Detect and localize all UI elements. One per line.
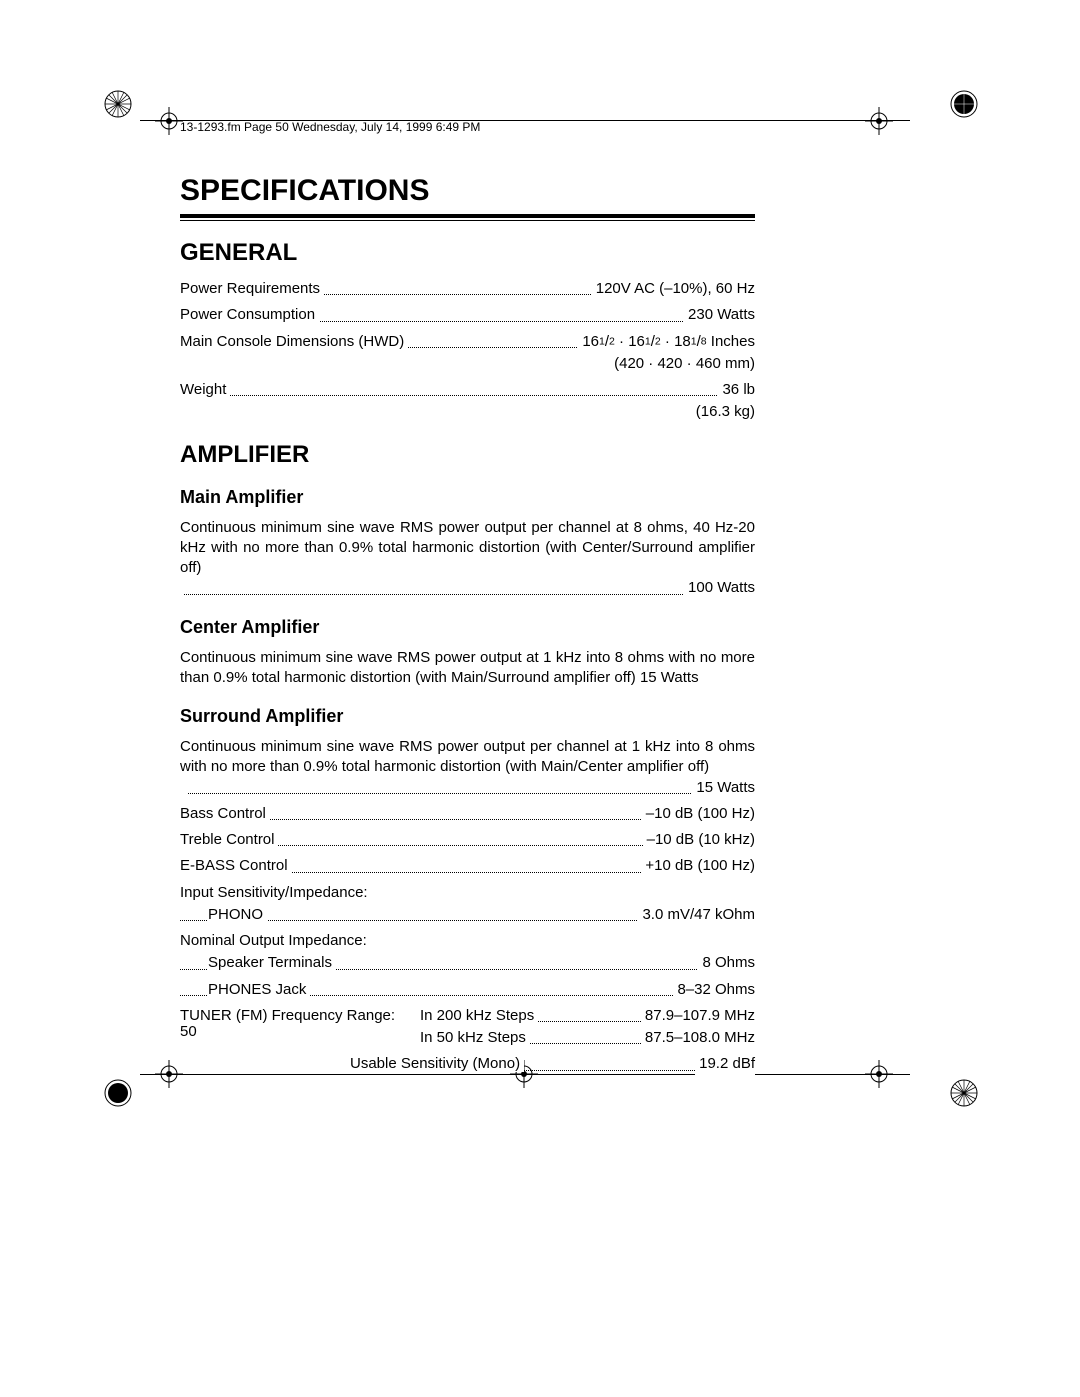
main-amp-text: Continuous minimum sine wave RMS power o… bbox=[180, 518, 755, 579]
section-general: GENERAL bbox=[180, 239, 755, 267]
input-sens-header: Input Sensitivity/Impedance: bbox=[180, 883, 755, 903]
spec-dimensions: Main Console Dimensions (HWD) 161/2 · 16… bbox=[180, 332, 755, 352]
spec-bass: Bass Control –10 dB (100 Hz) bbox=[180, 804, 755, 824]
reg-target-icon bbox=[155, 107, 183, 135]
spec-tuner-50: In 50 kHz Steps 87.5–108.0 MHz bbox=[420, 1028, 755, 1048]
subhead-center-amp: Center Amplifier bbox=[180, 617, 755, 638]
spec-weight-cont: (16.3 kg) bbox=[180, 402, 755, 422]
section-amplifier: AMPLIFIER bbox=[180, 441, 755, 469]
spec-treble: Treble Control –10 dB (10 kHz) bbox=[180, 830, 755, 850]
spec-power-cons: Power Consumption 230 Watts bbox=[180, 305, 755, 325]
subhead-surround-amp: Surround Amplifier bbox=[180, 706, 755, 727]
crop-mark-bl bbox=[100, 1075, 142, 1117]
spec-speaker-term: Speaker Terminals 8 Ohms bbox=[180, 953, 755, 973]
spec-phones-jack: PHONES Jack 8–32 Ohms bbox=[180, 980, 755, 1000]
crop-mark-tr bbox=[940, 80, 982, 122]
surround-amp-text: Continuous minimum sine wave RMS power o… bbox=[180, 737, 755, 778]
output-imp-header: Nominal Output Impedance: bbox=[180, 931, 755, 951]
spec-usable-sens: Usable Sensitivity (Mono) 19.2 dBf bbox=[350, 1054, 755, 1074]
page-number: 50 bbox=[180, 1023, 197, 1040]
spec-ebass: E-BASS Control +10 dB (100 Hz) bbox=[180, 856, 755, 876]
document-header: 13-1293.fm Page 50 Wednesday, July 14, 1… bbox=[180, 120, 755, 134]
title-rule bbox=[180, 214, 755, 221]
page-title: SPECIFICATIONS bbox=[180, 174, 755, 208]
reg-target-icon bbox=[865, 107, 893, 135]
tuner-label: TUNER (FM) Frequency Range: bbox=[180, 1006, 399, 1026]
center-amp-text: Continuous minimum sine wave RMS power o… bbox=[180, 648, 755, 689]
subhead-main-amp: Main Amplifier bbox=[180, 487, 755, 508]
crop-mark-tl bbox=[100, 80, 142, 122]
spec-phono: PHONO 3.0 mV/47 kOhm bbox=[180, 905, 755, 925]
spec-weight: Weight 36 lb bbox=[180, 380, 755, 400]
spec-dimensions-cont: (420 · 420 · 460 mm) bbox=[180, 354, 755, 374]
crop-mark-br bbox=[940, 1075, 982, 1117]
surround-amp-value: 15 Watts bbox=[180, 778, 755, 798]
spec-power-req: Power Requirements 120V AC (–10%), 60 Hz bbox=[180, 279, 755, 299]
main-amp-value: 100 Watts bbox=[180, 578, 755, 598]
spec-tuner-200: In 200 kHz Steps 87.9–107.9 MHz bbox=[420, 1006, 755, 1026]
